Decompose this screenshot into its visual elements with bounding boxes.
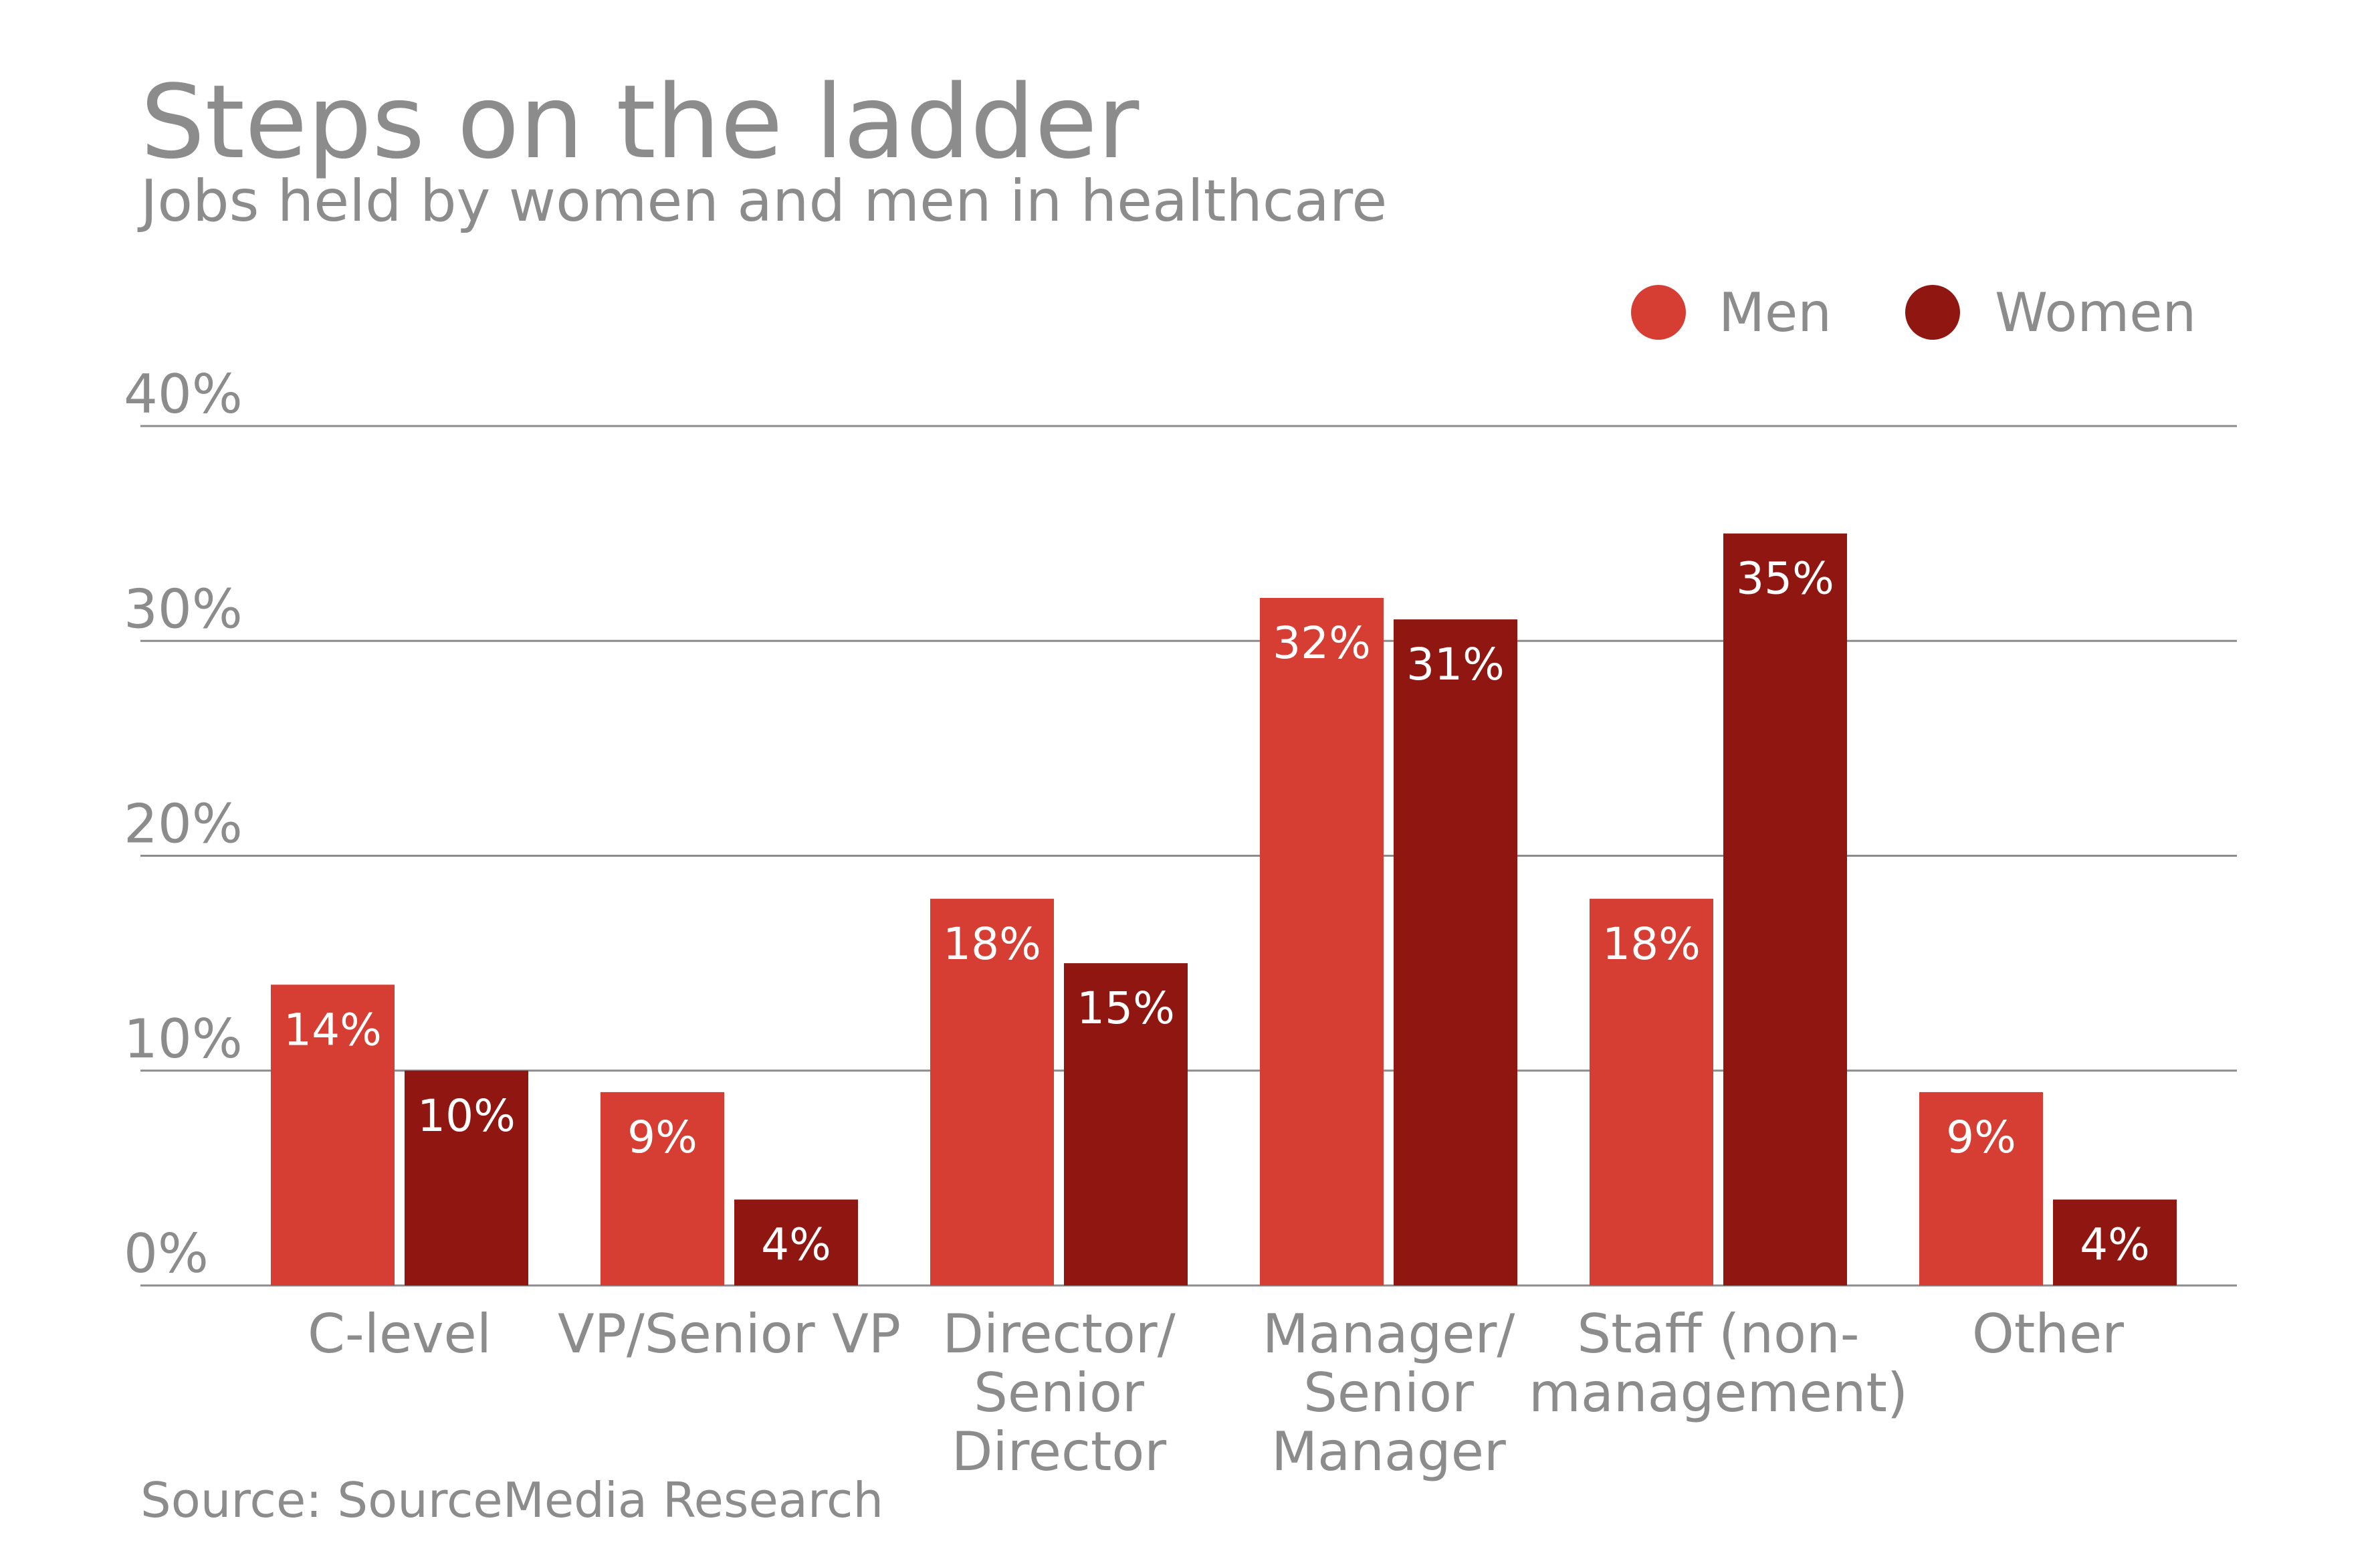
bar-men bbox=[1590, 898, 1713, 1285]
legend-swatch-men bbox=[1631, 285, 1686, 340]
y-tick-label: 10% bbox=[124, 1008, 243, 1070]
bar-men bbox=[601, 1092, 724, 1285]
bar-value-label: 4% bbox=[761, 1219, 831, 1271]
x-axis-ticks: C-level VP/Senior VP Director/SeniorDirect… bbox=[308, 1303, 2124, 1483]
bar-men bbox=[1260, 598, 1384, 1285]
bar-value-label: 9% bbox=[1946, 1112, 2016, 1163]
bar-value-label: 18% bbox=[943, 918, 1041, 970]
bar-value-label: 4% bbox=[2080, 1219, 2150, 1271]
y-axis-ticks: 0% 10% 20% 30% 40% bbox=[124, 363, 243, 1285]
y-tick-label: 20% bbox=[124, 793, 243, 855]
x-tick-label: Senior bbox=[974, 1362, 1144, 1424]
x-tick-label: Staff (non- bbox=[1577, 1303, 1859, 1365]
x-tick-label: Manager bbox=[1271, 1421, 1506, 1483]
y-tick-label: 40% bbox=[124, 363, 243, 425]
bar-value-label: 14% bbox=[284, 1004, 382, 1055]
bar-value-label: 35% bbox=[1736, 553, 1834, 605]
x-tick-label: C-level bbox=[308, 1303, 492, 1365]
bar-women bbox=[1064, 963, 1188, 1285]
chart-subtitle: Jobs held by women and men in healthcare bbox=[137, 168, 1387, 235]
chart-title: Steps on the ladder bbox=[140, 63, 1140, 181]
bar-value-label: 10% bbox=[417, 1090, 516, 1142]
bar-labels: 14% 10% 9% 4% 18% 15% 32% 31% 18% 35% 9% 4% bbox=[284, 553, 2150, 1271]
legend-label-women: Women bbox=[1995, 282, 2196, 344]
bar-women bbox=[405, 1070, 528, 1285]
x-tick-label: management) bbox=[1529, 1362, 1908, 1424]
bar-men bbox=[1919, 1092, 2043, 1285]
x-tick-label: Director/ bbox=[942, 1303, 1175, 1365]
bar-value-label: 32% bbox=[1273, 617, 1371, 669]
legend: Men Women bbox=[1631, 282, 2196, 344]
bar-women bbox=[2053, 1199, 2177, 1285]
x-tick-label: Manager/ bbox=[1263, 1303, 1515, 1365]
x-tick-label: Other bbox=[1972, 1303, 2124, 1365]
bar-women bbox=[1723, 533, 1847, 1285]
bar-value-label: 18% bbox=[1602, 918, 1701, 970]
bar-men bbox=[930, 898, 1054, 1285]
legend-swatch-women bbox=[1905, 285, 1960, 340]
x-tick-label: Senior bbox=[1303, 1362, 1474, 1424]
bar-value-label: 9% bbox=[627, 1112, 697, 1163]
legend-label-men: Men bbox=[1719, 282, 1832, 344]
x-tick-label: Director bbox=[952, 1421, 1166, 1483]
bar-value-label: 15% bbox=[1077, 983, 1175, 1034]
bar-value-label: 31% bbox=[1406, 639, 1505, 690]
bar-women bbox=[734, 1199, 858, 1285]
bar-women bbox=[1394, 619, 1517, 1285]
source-note: Source: SourceMedia Research bbox=[140, 1472, 883, 1528]
bars bbox=[271, 533, 2177, 1285]
y-tick-label: 0% bbox=[124, 1223, 209, 1285]
bar-men bbox=[271, 985, 395, 1285]
y-tick-label: 30% bbox=[124, 578, 243, 640]
x-tick-label: VP/Senior VP bbox=[558, 1303, 901, 1365]
